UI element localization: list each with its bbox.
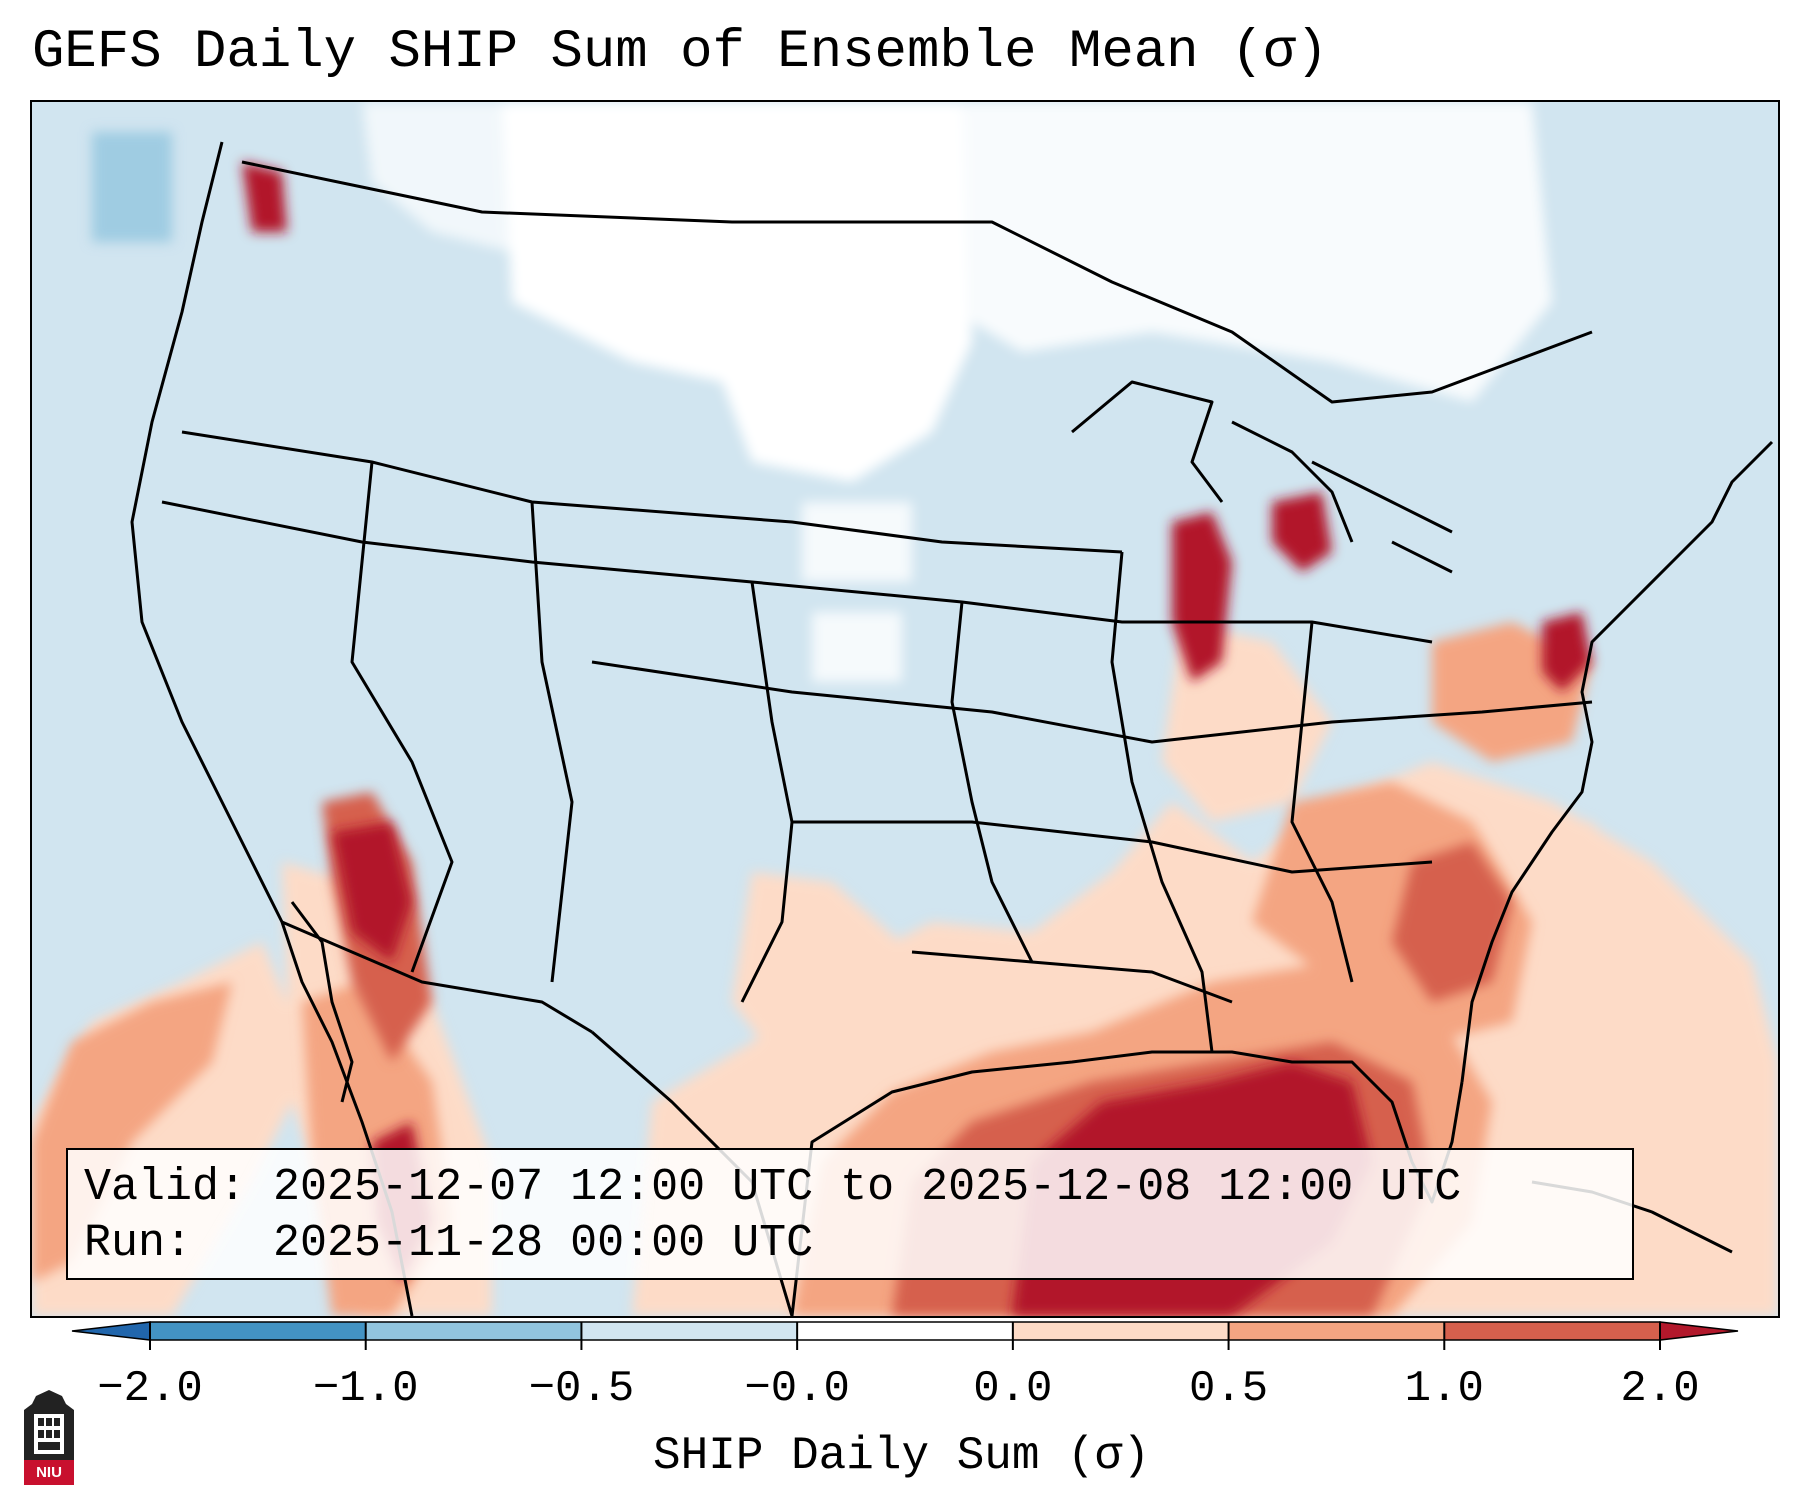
coastline-atlantic — [1460, 440, 1774, 1083]
colorbar-extend-high — [1659, 1321, 1739, 1341]
state-line-4 — [530, 501, 574, 983]
extreme-area-lake-michigan — [1172, 512, 1232, 682]
coastline-baja — [290, 901, 354, 1103]
colorbar-tick-label: −0.5 — [528, 1364, 635, 1414]
run-line: Run: 2025-11-28 00:00 UTC — [84, 1218, 813, 1269]
state-line-10 — [792, 820, 1433, 874]
neutral-field — [92, 102, 1552, 682]
info-box: Valid: 2025-12-07 12:00 UTC to 2025-12-0… — [66, 1148, 1634, 1280]
neutral-area-canada-west — [362, 102, 512, 252]
state-line-1 — [181, 430, 1123, 554]
neutral-patch-dakota — [802, 502, 912, 582]
state-line-8 — [1290, 621, 1354, 983]
colorbar-segment — [1012, 1322, 1230, 1340]
valid-line: Valid: 2025-12-07 12:00 UTC to 2025-12-0… — [84, 1162, 1461, 1213]
colorbar-tick-label: 0.0 — [973, 1364, 1053, 1414]
neutral-area-canada-east — [962, 102, 1552, 402]
colorbar-segment — [1444, 1322, 1661, 1340]
extreme-area-colorado-river — [332, 822, 412, 962]
colorbar-tick-label: −2.0 — [97, 1364, 203, 1414]
state-line-2 — [161, 500, 1433, 644]
light-area-texas — [732, 872, 932, 1102]
state-line-6 — [950, 601, 1034, 963]
colorbar-tick-label: 2.0 — [1620, 1364, 1700, 1414]
extreme-area-puget — [242, 162, 287, 232]
colorbar-segment — [797, 1322, 1014, 1340]
valid-label: Valid: — [84, 1162, 247, 1213]
colorbar-segment — [1228, 1322, 1445, 1340]
neutral-patch-pacific — [92, 132, 172, 242]
strong-area-carolinas — [1392, 842, 1512, 1002]
colorbar-segment — [150, 1322, 367, 1340]
colorbar-segment — [581, 1322, 798, 1340]
great-lakes — [1071, 380, 1453, 574]
boundaries — [130, 141, 1774, 1316]
colorbar-extend-low — [71, 1321, 151, 1341]
extreme-area-new-jersey — [1542, 612, 1592, 692]
colorbar-tick-label: 0.5 — [1188, 1364, 1269, 1414]
colorbar-segment — [365, 1322, 582, 1340]
border-mexico — [281, 920, 593, 1034]
map-frame — [30, 100, 1780, 1318]
niu-castle-logo-icon — [24, 1390, 74, 1485]
colorbar-tick-label: 1.0 — [1404, 1364, 1484, 1414]
extreme-area-michigan — [1272, 492, 1332, 572]
valid-range: 2025-12-07 12:00 UTC to 2025-12-08 12:00… — [273, 1162, 1462, 1213]
niu-logo: NIU — [20, 1390, 78, 1490]
state-line-3 — [350, 461, 454, 973]
neutral-patch-nebraska — [812, 612, 902, 682]
neutral-area-north-plains — [502, 102, 972, 482]
logo-text: NIU — [36, 1464, 62, 1481]
run-label: Run: — [84, 1218, 193, 1269]
colorbar-tick-label: −0.0 — [744, 1364, 850, 1414]
border-canada — [241, 160, 1593, 404]
run-time: 2025-11-28 00:00 UTC — [273, 1218, 814, 1269]
state-line-9 — [591, 660, 1593, 744]
colorbar-outline — [149, 1321, 1661, 1341]
colorbar-tick-label: −1.0 — [312, 1364, 419, 1414]
map-title: GEFS Daily SHIP Sum of Ensemble Mean (σ) — [32, 22, 1329, 83]
state-line-7 — [1110, 551, 1214, 1053]
colorbar-label: SHIP Daily Sum (σ) — [653, 1430, 1150, 1482]
coastline-west — [130, 141, 414, 1316]
map-canvas — [32, 102, 1778, 1316]
state-line-11 — [911, 950, 1233, 1004]
